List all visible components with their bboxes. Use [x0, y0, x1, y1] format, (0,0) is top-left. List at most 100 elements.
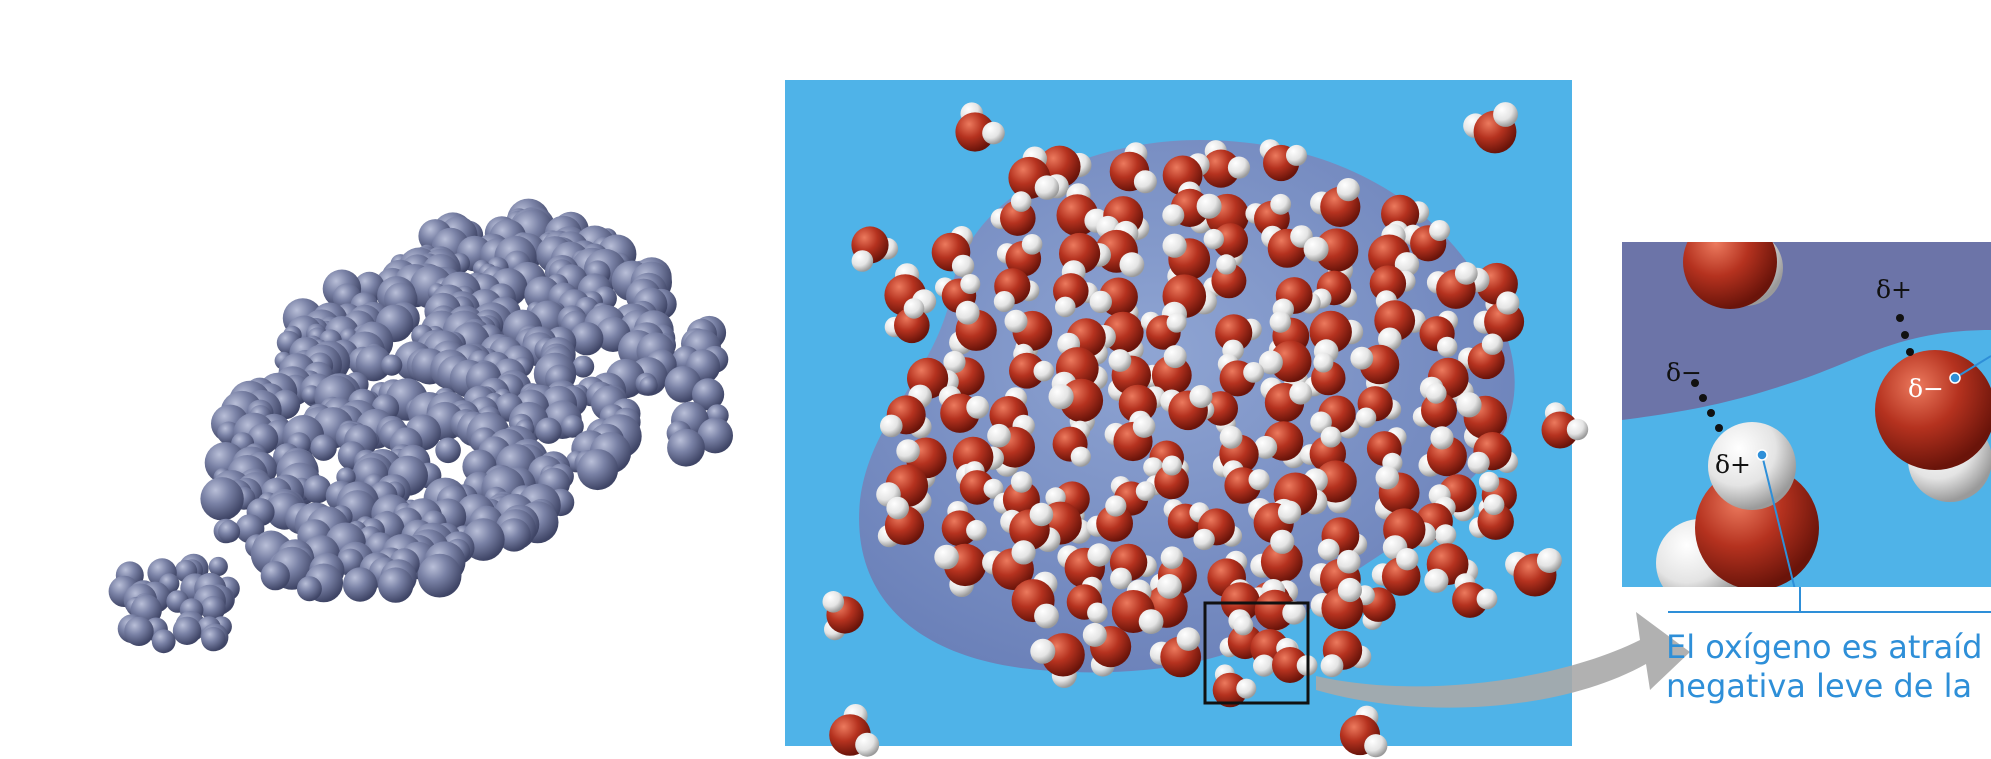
- hydrogen-atom: [1394, 252, 1420, 277]
- water-molecule: [1419, 310, 1459, 358]
- water-molecule: [1222, 460, 1270, 504]
- hydrogen-atom: [903, 298, 925, 319]
- oxygen-atom: [1314, 460, 1357, 503]
- hydrogen-atom: [1034, 603, 1059, 629]
- oxygen-atom: [1369, 265, 1407, 302]
- hydrogen-atom: [1089, 290, 1113, 314]
- hydrogen-atom: [1493, 102, 1518, 127]
- hydrogen-atom: [886, 496, 909, 520]
- water-molecule: [851, 226, 899, 272]
- hydrogen-atom: [1270, 529, 1295, 554]
- water-molecule: [1272, 277, 1321, 320]
- protein-atom: [417, 553, 462, 598]
- hydrogen-atom: [934, 544, 959, 570]
- water-molecule: [1009, 343, 1055, 389]
- hydrogen-atom: [1138, 609, 1164, 634]
- water-molecule: [1456, 392, 1508, 449]
- water-molecule: [1371, 548, 1421, 596]
- hydrogen-atom: [1254, 435, 1278, 459]
- hydrogen-atom: [1454, 262, 1478, 285]
- hydrogen-atom: [1566, 418, 1589, 441]
- water-molecule: [1162, 188, 1212, 234]
- water-molecule: [1066, 576, 1108, 624]
- water-molecule: [1254, 421, 1306, 469]
- water-molecule: [1418, 426, 1467, 477]
- water-molecule: [1030, 633, 1085, 688]
- water-molecule: [1463, 102, 1518, 154]
- protein-atom: [378, 567, 414, 603]
- hydrogen-atom: [1277, 500, 1302, 524]
- hydrogen-atom: [1176, 627, 1201, 651]
- water-molecule: [1259, 139, 1307, 182]
- hydrogen-atom: [1286, 144, 1307, 166]
- hydrogen-atom: [1355, 407, 1377, 428]
- hydrogen-atom: [1456, 392, 1482, 418]
- hydrogen-atom: [966, 519, 987, 541]
- water-molecule: [1310, 178, 1361, 227]
- protein-molecule: [108, 198, 733, 654]
- label-delta-plus-top: δ+: [1876, 275, 1912, 304]
- protein-atom: [355, 345, 392, 382]
- protein-atom: [692, 378, 725, 411]
- hydrogen-atom: [1467, 451, 1490, 474]
- water-molecule: [1145, 455, 1189, 500]
- hydrogen-atom: [1216, 254, 1237, 275]
- hydrogen-atom: [1157, 574, 1182, 599]
- water-molecule: [1160, 385, 1213, 431]
- protein-atom: [310, 434, 337, 461]
- water-molecules: [822, 102, 1589, 758]
- oxygen-atom: [1002, 481, 1040, 518]
- oxygen-atom: [1260, 540, 1303, 583]
- water-molecule: [1317, 517, 1368, 561]
- water-molecule: [1109, 543, 1157, 590]
- hydrogen-atom: [1203, 228, 1225, 250]
- hydrogen-atom: [1337, 549, 1361, 574]
- oxygen-atom: [1203, 391, 1238, 426]
- oxygen-atom: [955, 112, 995, 152]
- oxygen-atom: [959, 470, 995, 505]
- protein-atom: [342, 567, 378, 602]
- hydrogen-atom: [1430, 426, 1454, 450]
- hydrogen-atom: [1258, 350, 1283, 375]
- hydrogen-atom: [1048, 384, 1074, 410]
- protein-atom: [218, 520, 241, 543]
- hydrogen-atom: [1119, 252, 1145, 278]
- water-molecule: [1086, 495, 1133, 542]
- water-molecule: [982, 540, 1036, 590]
- oxygen-atom: [1212, 223, 1248, 259]
- oxygen-atom: [1477, 503, 1514, 540]
- water-molecule: [938, 385, 990, 433]
- water-molecule: [1426, 262, 1478, 309]
- hydrogen-atom: [1375, 465, 1400, 490]
- water-molecule: [1250, 529, 1303, 583]
- label-delta-plus-bottom: δ+: [1715, 450, 1751, 479]
- water-molecule: [1203, 223, 1248, 268]
- hydrogen-atom: [1033, 360, 1055, 382]
- hydrogen-atom: [1336, 178, 1360, 202]
- hydrogen-atom: [1269, 311, 1292, 333]
- label-delta-minus-left: δ−: [1666, 358, 1702, 387]
- hydrogen-bond-dots: [1691, 314, 1914, 432]
- hydrogen-atom: [1536, 548, 1562, 573]
- hydrogen-atom: [1434, 524, 1457, 546]
- water-molecule: [993, 268, 1040, 312]
- hydrogen-atom: [1425, 382, 1447, 404]
- hydrogen-atom: [1162, 204, 1185, 227]
- water-molecule: [993, 471, 1040, 518]
- protein-atom: [260, 561, 290, 591]
- oxygen-atom: [941, 510, 978, 547]
- hydrogen-atom: [1163, 345, 1187, 369]
- hydrogen-atom: [1424, 568, 1449, 593]
- hydrogen-atom: [982, 121, 1005, 145]
- water-molecule: [1056, 183, 1109, 237]
- water-molecule: [1473, 291, 1525, 342]
- water-molecule: [955, 102, 1005, 152]
- protein-atom: [639, 376, 658, 395]
- callout-line-right: [1954, 355, 1991, 379]
- water-molecule: [1310, 577, 1364, 630]
- water-molecule: [1310, 395, 1360, 439]
- hydrogen-atom: [1227, 156, 1251, 179]
- water-molecule: [1245, 193, 1292, 237]
- hydrogen-atom: [1483, 494, 1505, 516]
- caption: El oxígeno es atraíd negativa leve de la: [1666, 628, 1982, 706]
